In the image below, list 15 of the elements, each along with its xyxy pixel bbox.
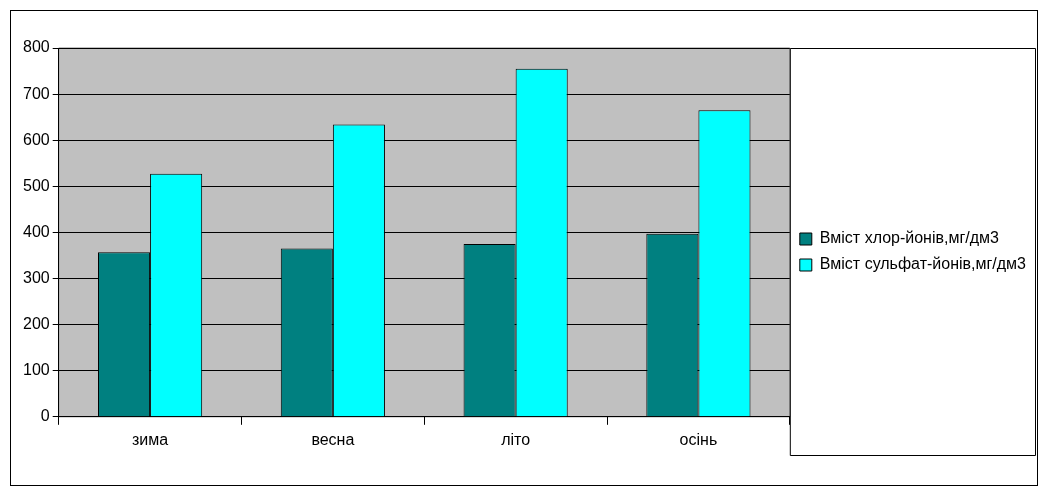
x-tick-label: літо (501, 430, 531, 448)
y-tick-label: 500 (22, 176, 50, 194)
legend-label: Вміст хлор-йонів,мг/дм3 (819, 229, 1000, 247)
y-tick-label: 200 (22, 315, 50, 333)
y-tick-label: 0 (40, 407, 50, 425)
y-tick-label: 300 (22, 268, 50, 286)
legend-label: Вміст сульфат-йонів,мг/дм3 (819, 255, 1027, 273)
y-tick-label: 100 (22, 361, 50, 379)
x-tick-label: осінь (679, 430, 718, 448)
x-tick-label: весна (311, 430, 355, 448)
y-tick-label: 800 (22, 38, 50, 56)
y-tick-label: 600 (22, 130, 50, 148)
y-tick-label: 700 (22, 84, 50, 102)
y-tick-label: 400 (22, 222, 50, 240)
x-tick-label: зима (132, 430, 169, 448)
